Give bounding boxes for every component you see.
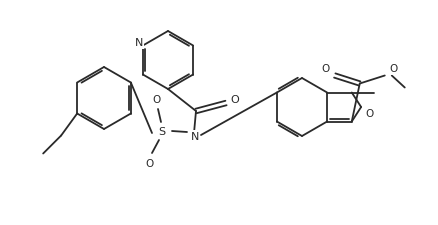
Text: O: O: [364, 108, 372, 119]
Text: N: N: [134, 38, 143, 48]
Text: O: O: [230, 94, 239, 105]
Text: O: O: [145, 158, 154, 168]
Text: O: O: [152, 94, 161, 105]
Text: N: N: [191, 131, 199, 141]
Text: O: O: [321, 64, 329, 74]
Text: S: S: [158, 126, 165, 136]
Text: O: O: [389, 64, 397, 74]
